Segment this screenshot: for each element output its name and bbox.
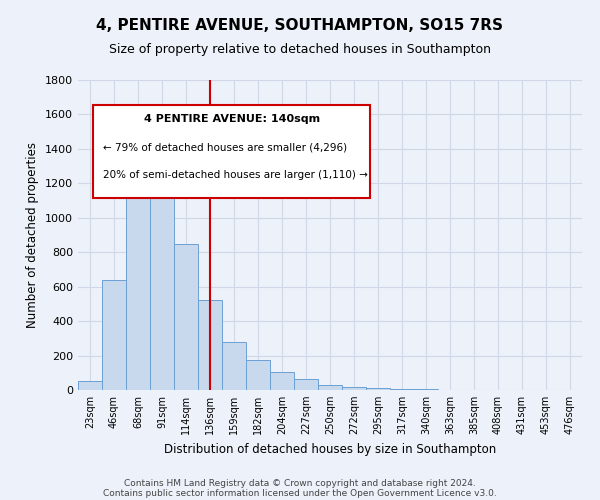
Text: Size of property relative to detached houses in Southampton: Size of property relative to detached ho…	[109, 42, 491, 56]
Bar	[198, 300, 222, 390]
Bar	[342, 386, 366, 390]
Text: ← 79% of detached houses are smaller (4,296): ← 79% of detached houses are smaller (4,…	[103, 142, 347, 152]
Bar	[294, 379, 318, 390]
Text: 20% of semi-detached houses are larger (1,110) →: 20% of semi-detached houses are larger (…	[103, 170, 368, 180]
Bar	[246, 360, 270, 390]
Text: 4 PENTIRE AVENUE: 140sqm: 4 PENTIRE AVENUE: 140sqm	[143, 114, 320, 124]
Bar	[126, 166, 150, 390]
Text: Contains public sector information licensed under the Open Government Licence v3: Contains public sector information licen…	[103, 488, 497, 498]
Text: 4, PENTIRE AVENUE, SOUTHAMPTON, SO15 7RS: 4, PENTIRE AVENUE, SOUTHAMPTON, SO15 7RS	[97, 18, 503, 32]
FancyBboxPatch shape	[93, 105, 370, 198]
Bar	[318, 385, 342, 390]
Y-axis label: Number of detached properties: Number of detached properties	[26, 142, 40, 328]
Bar	[222, 342, 246, 390]
Bar	[366, 388, 390, 390]
Bar	[78, 380, 102, 390]
Text: Contains HM Land Registry data © Crown copyright and database right 2024.: Contains HM Land Registry data © Crown c…	[124, 478, 476, 488]
Bar	[150, 154, 174, 390]
X-axis label: Distribution of detached houses by size in Southampton: Distribution of detached houses by size …	[164, 442, 496, 456]
Bar	[174, 244, 198, 390]
Bar	[102, 280, 126, 390]
Bar	[270, 372, 294, 390]
Bar	[390, 389, 414, 390]
